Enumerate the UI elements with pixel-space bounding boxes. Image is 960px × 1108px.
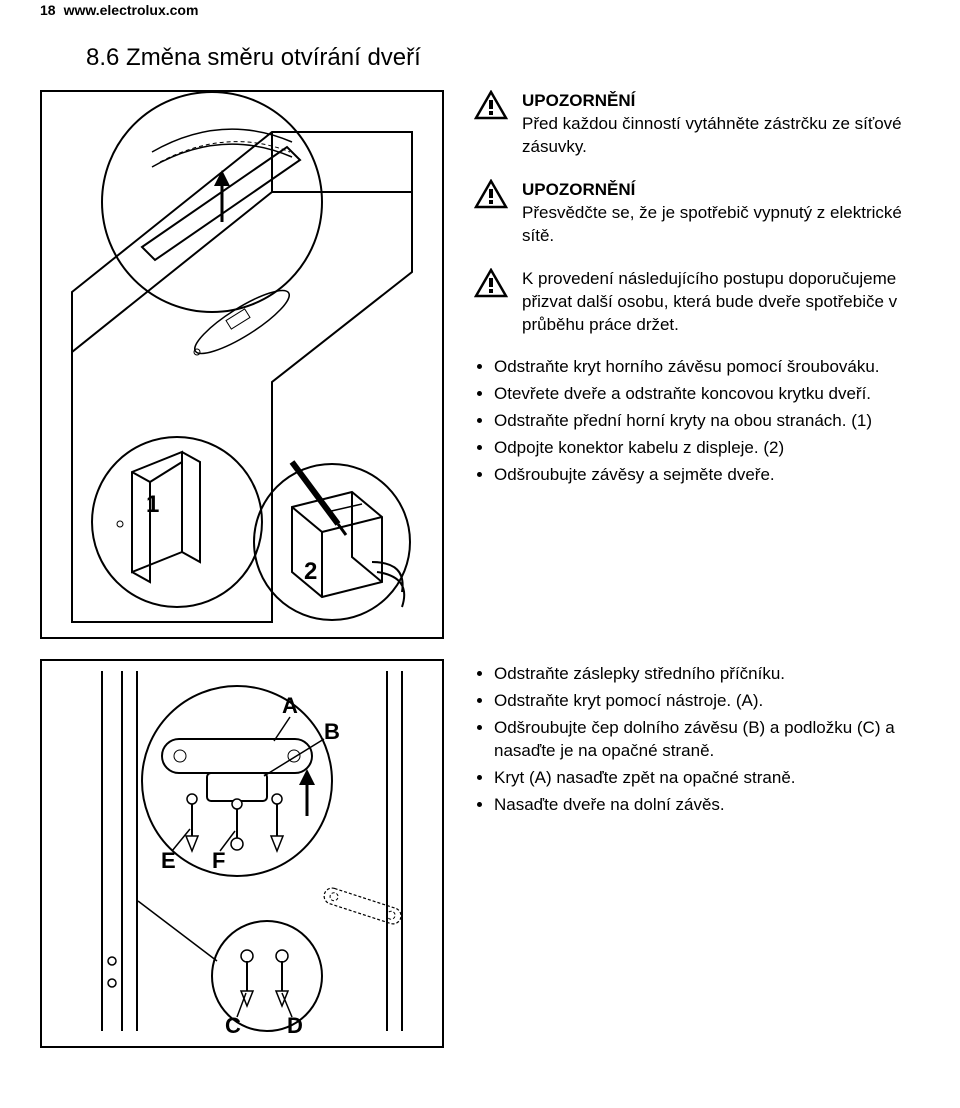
list-item: Odšroubujte závěsy a sejměte dveře. <box>494 464 920 487</box>
warning-2-title: UPOZORNĚNÍ <box>522 179 920 202</box>
warning-1-body: Před každou činností vytáhněte zástrčku … <box>522 113 920 159</box>
row-2: A B E F <box>40 659 920 1048</box>
site-url: www.electrolux.com <box>64 2 199 18</box>
diag2-A: A <box>282 693 298 718</box>
bullet-list-1: Odstraňte kryt horního závěsu pomocí šro… <box>474 356 920 487</box>
text-col-1: UPOZORNĚNÍ Před každou činností vytáhnět… <box>474 90 920 639</box>
diag2-B: B <box>324 719 340 744</box>
warning-3-body: K provedení následujícího postupu doporu… <box>522 268 920 337</box>
list-item: Odstraňte záslepky středního příčníku. <box>494 663 920 686</box>
diagram1-label-1: 1 <box>146 491 159 518</box>
list-item: Nasaďte dveře na dolní závěs. <box>494 794 920 817</box>
diag2-E: E <box>161 848 176 873</box>
diagram1-label-2: 2 <box>304 558 317 585</box>
section-title: 8.6 Změna směru otvírání dveří <box>86 44 920 72</box>
warning-1: UPOZORNĚNÍ Před každou činností vytáhnět… <box>474 90 920 159</box>
list-item: Kryt (A) nasaďte zpět na opačné straně. <box>494 767 920 790</box>
diagram-1: 1 2 <box>40 90 444 639</box>
list-item: Odstraňte kryt pomocí nástroje. (A). <box>494 690 920 713</box>
bullet-list-2: Odstraňte záslepky středního příčníku. O… <box>474 663 920 817</box>
diag2-C: C <box>225 1013 241 1038</box>
page-header: 18 www.electrolux.com <box>40 0 920 30</box>
warning-1-title: UPOZORNĚNÍ <box>522 90 920 113</box>
diag2-D: D <box>287 1013 303 1038</box>
text-col-2: Odstraňte záslepky středního příčníku. O… <box>474 659 920 1048</box>
warning-3: K provedení následujícího postupu doporu… <box>474 268 920 337</box>
page-number: 18 <box>40 2 56 18</box>
list-item: Odšroubujte čep dolního závěsu (B) a pod… <box>494 717 920 763</box>
diagram-2: A B E F <box>40 659 444 1048</box>
warning-icon <box>474 268 508 298</box>
list-item: Odstraňte přední horní kryty na obou str… <box>494 410 920 433</box>
diagram-1-col: 1 2 <box>40 90 444 639</box>
warning-icon <box>474 90 508 120</box>
row-1: 1 2 <box>40 90 920 639</box>
warning-2: UPOZORNĚNÍ Přesvědčte se, že je spotřebi… <box>474 179 920 248</box>
list-item: Otevřete dveře a odstraňte koncovou kryt… <box>494 383 920 406</box>
list-item: Odpojte konektor kabelu z displeje. (2) <box>494 437 920 460</box>
warning-2-body: Přesvědčte se, že je spotřebič vypnutý z… <box>522 202 920 248</box>
warning-icon <box>474 179 508 209</box>
diag2-F: F <box>212 848 225 873</box>
list-item: Odstraňte kryt horního závěsu pomocí šro… <box>494 356 920 379</box>
diagram-2-col: A B E F <box>40 659 444 1048</box>
